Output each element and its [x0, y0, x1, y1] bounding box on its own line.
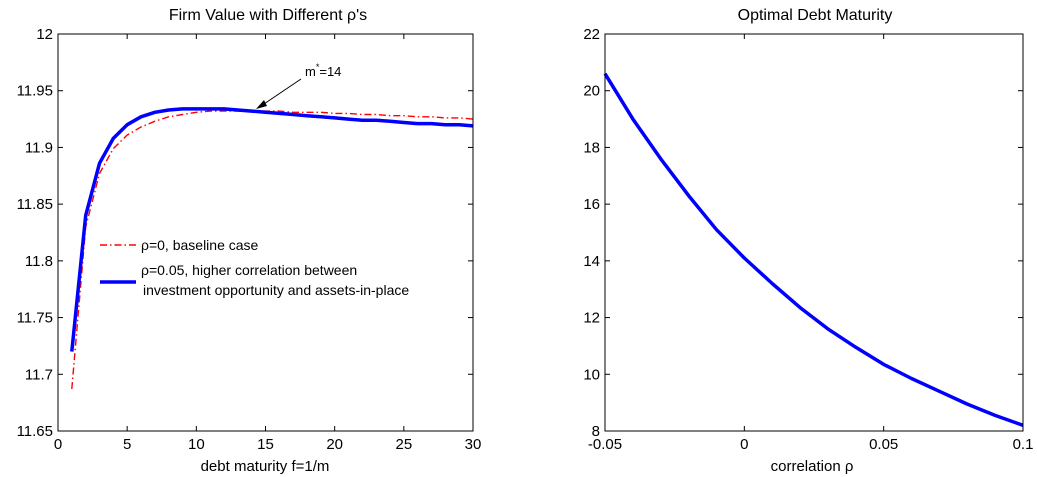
plot-area: [58, 34, 473, 431]
chart-title: Firm Value with Different ρ's: [169, 7, 367, 24]
chart-title: Optimal Debt Maturity: [738, 7, 893, 24]
series-group: [70, 107, 474, 390]
annotation: m*=14: [256, 62, 341, 109]
y-tick-label: 11.65: [17, 423, 53, 440]
series-line-2: [70, 107, 474, 352]
y-tick-label: 16: [583, 196, 600, 213]
firm-value-chart: Firm Value with Different ρ's 0 5 10 15 20 25…: [17, 7, 482, 475]
y-tick-label: 11.95: [17, 83, 53, 100]
x-tick-label: 25: [395, 436, 412, 453]
y-tick-label: 11.75: [17, 310, 53, 327]
annotation-sup: *: [316, 62, 320, 72]
y-tick-label: 11.9: [25, 139, 53, 156]
plot-frame: [604, 33, 1024, 432]
legend: ρ=0, baseline case ρ=0.05, higher correl…: [100, 237, 409, 298]
optimal-maturity-chart: Optimal Debt Maturity -0.05 0 0.05 0.1 8 10 12…: [583, 7, 1033, 475]
x-tick-label: -0.05: [588, 436, 622, 453]
x-tick-label: 15: [257, 436, 274, 453]
y-tick-label: 12: [583, 310, 600, 327]
x-tick-label: 10: [188, 436, 205, 453]
y-tick-label: 8: [592, 423, 600, 440]
legend-label-series-2-line2: investment opportunity and assets-in-pla…: [143, 282, 409, 298]
x-tick-label: 20: [326, 436, 343, 453]
y-tick-label: 11.85: [17, 196, 53, 213]
x-tick-label: 0.1: [1013, 436, 1034, 453]
tick-group: 0 5 10 15 20 25 30 11.65 11.7 11.75 11.8 11.85 11.9 1…: [17, 26, 482, 453]
series-line-1: [603, 72, 1024, 427]
tick-group: -0.05 0 0.05 0.1 8 10 12 14 16 18 20 22: [583, 26, 1033, 453]
plot-area: [605, 34, 1023, 431]
y-tick-label: 20: [583, 83, 600, 100]
x-axis-label: debt maturity f=1/m: [201, 458, 330, 475]
y-tick-label: 12: [36, 26, 53, 43]
annotation-arrow-line: [260, 78, 302, 107]
x-tick-label: 5: [123, 436, 131, 453]
y-tick-label: 18: [583, 139, 600, 156]
y-tick-label: 11.8: [25, 253, 53, 270]
series-group: [603, 72, 1024, 427]
x-tick-label: 0: [54, 436, 62, 453]
legend-label-series-1: ρ=0, baseline case: [141, 237, 259, 253]
annotation-arrowhead: [256, 100, 267, 109]
annotation-text: m*=14: [305, 62, 341, 79]
legend-label-series-2: ρ=0.05, higher correlation between: [141, 262, 357, 278]
series-line-1: [71, 110, 474, 390]
y-tick-label: 14: [583, 253, 600, 270]
x-axis-label: correlation ρ: [771, 458, 854, 475]
y-tick-label: 22: [583, 26, 600, 43]
y-tick-label: 11.7: [25, 366, 53, 383]
x-tick-label: 0: [740, 436, 748, 453]
annotation-base: m: [305, 64, 316, 79]
annotation-rest: =14: [319, 64, 341, 79]
x-tick-label: 30: [465, 436, 482, 453]
x-tick-label: 0.05: [869, 436, 898, 453]
y-tick-label: 10: [583, 366, 600, 383]
